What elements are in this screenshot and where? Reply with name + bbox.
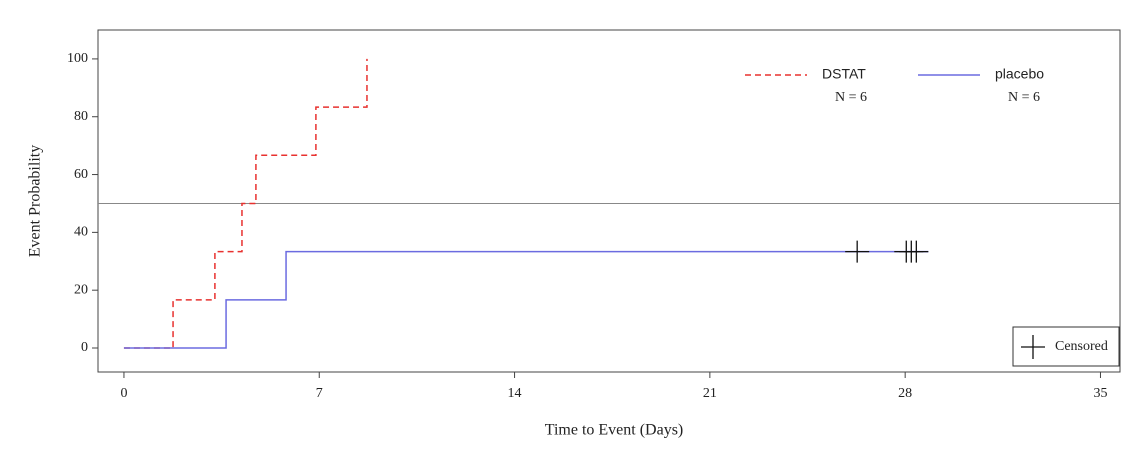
x-tick-label: 14: [508, 386, 522, 401]
y-tick-label: 100: [67, 51, 88, 66]
y-tick-label: 60: [74, 167, 88, 182]
x-tick-label: 21: [703, 386, 717, 401]
step-line: [123, 250, 929, 349]
x-axis-label: Time to Event (Days): [545, 422, 684, 439]
legend-n: N = 6: [1008, 90, 1040, 105]
legend-n: N = 6: [835, 90, 867, 105]
legend-label: placebo: [995, 66, 1044, 82]
x-tick-label: 35: [1093, 386, 1107, 401]
x-tick-label: 7: [316, 386, 323, 401]
legend-censor-symbol: [1021, 335, 1045, 359]
y-tick-label: 40: [74, 225, 88, 240]
y-tick-label: 20: [74, 282, 88, 297]
legend-censor-label: Censored: [1055, 339, 1108, 354]
censor-mark: [845, 240, 870, 263]
plot-frame: [97, 29, 1121, 373]
x-tick-label: 28: [898, 386, 912, 401]
step-line: [123, 58, 368, 349]
censor-mark: [904, 240, 929, 263]
x-tick-label: 0: [120, 386, 127, 401]
y-tick-label: 80: [74, 109, 88, 124]
y-tick-label: 0: [81, 340, 88, 355]
y-axis-label: Event Probability: [27, 145, 44, 257]
legend-label: DSTAT: [822, 66, 866, 82]
